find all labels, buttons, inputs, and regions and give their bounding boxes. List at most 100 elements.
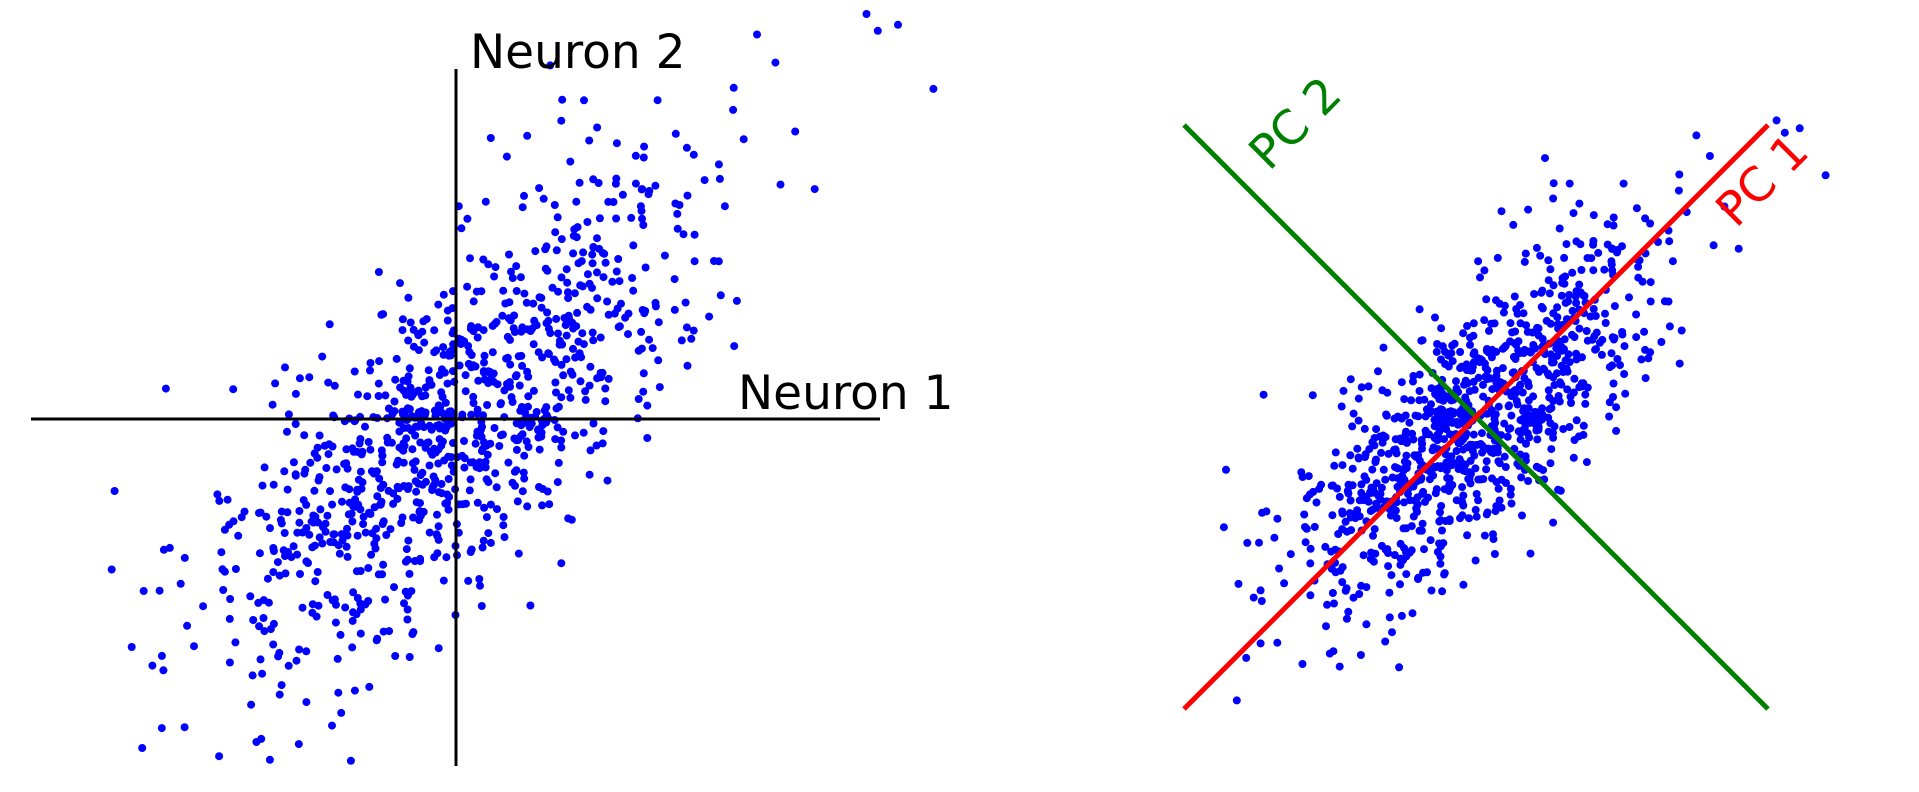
data-point	[578, 329, 587, 338]
data-point	[1493, 444, 1502, 453]
data-point	[1675, 359, 1684, 368]
data-point	[546, 61, 555, 70]
data-point	[588, 328, 597, 337]
data-point	[1379, 465, 1388, 474]
data-point	[139, 587, 148, 595]
data-point	[1524, 477, 1533, 485]
data-point	[434, 459, 443, 468]
data-point	[461, 371, 470, 380]
data-point	[638, 214, 646, 223]
data-point	[1480, 531, 1489, 540]
data-point	[1482, 295, 1491, 304]
data-point	[486, 500, 495, 509]
data-point	[612, 267, 621, 276]
data-point	[1494, 484, 1503, 493]
data-point	[1429, 471, 1438, 480]
data-point	[514, 352, 523, 361]
data-point	[293, 550, 302, 559]
data-point	[544, 349, 553, 358]
data-point	[1532, 243, 1541, 252]
data-point	[1440, 435, 1449, 444]
data-point	[537, 303, 546, 312]
data-point	[1497, 503, 1506, 512]
data-point	[1273, 638, 1282, 647]
data-point	[480, 358, 488, 367]
data-point	[1323, 600, 1332, 609]
data-point	[1549, 179, 1558, 188]
data-point	[365, 682, 374, 691]
data-point	[370, 503, 379, 512]
data-point	[384, 486, 393, 495]
data-point	[1607, 257, 1616, 266]
data-point	[399, 424, 408, 432]
data-point	[341, 603, 350, 612]
data-point	[1457, 362, 1466, 371]
data-point	[295, 507, 304, 515]
data-point	[1359, 551, 1368, 560]
data-point	[1674, 186, 1683, 195]
data-point	[466, 548, 475, 556]
data-point	[484, 367, 493, 376]
data-point	[259, 614, 268, 622]
data-point	[1563, 385, 1572, 394]
data-point	[229, 385, 238, 394]
data-point	[504, 458, 513, 467]
data-point	[1537, 406, 1545, 415]
data-point	[359, 520, 368, 528]
data-point	[443, 490, 452, 499]
data-point	[1612, 426, 1621, 435]
data-point	[484, 260, 493, 269]
data-point	[1437, 355, 1445, 364]
data-point	[420, 338, 429, 347]
data-point	[571, 431, 579, 440]
data-point	[324, 378, 333, 387]
data-point	[273, 558, 282, 567]
data-point	[1544, 413, 1553, 422]
data-point	[415, 508, 424, 517]
data-point	[601, 397, 610, 406]
data-point	[1641, 214, 1650, 223]
data-point	[349, 447, 358, 456]
data-point	[274, 652, 283, 661]
data-point	[1349, 409, 1358, 418]
data-point	[1577, 266, 1586, 274]
data-point	[1382, 411, 1391, 420]
data-point	[1570, 374, 1579, 383]
data-point	[1448, 341, 1457, 350]
data-point	[562, 355, 571, 364]
data-point	[323, 511, 332, 520]
data-point	[1470, 348, 1479, 357]
data-point	[1549, 373, 1558, 382]
data-point	[1448, 357, 1457, 366]
data-point	[364, 564, 373, 572]
data-point	[472, 460, 481, 469]
data-point	[295, 518, 304, 527]
data-point	[538, 501, 547, 510]
data-point	[463, 282, 472, 291]
data-point	[575, 178, 584, 187]
data-point	[1354, 394, 1363, 403]
data-point	[1402, 427, 1410, 436]
data-point	[410, 465, 419, 474]
data-point	[416, 499, 424, 508]
data-point	[710, 257, 718, 265]
data-point	[558, 95, 567, 104]
data-point	[1476, 273, 1484, 282]
data-point	[434, 522, 443, 531]
data-point	[557, 360, 566, 369]
data-point	[378, 458, 387, 467]
data-point	[639, 369, 648, 378]
data-point	[739, 135, 748, 144]
data-point	[1479, 392, 1488, 401]
data-point	[269, 544, 278, 552]
data-point	[1452, 496, 1461, 505]
data-point	[1610, 302, 1619, 311]
data-point	[1492, 371, 1501, 380]
data-point	[729, 83, 738, 92]
data-point	[1485, 326, 1493, 335]
data-point	[1327, 481, 1336, 490]
data-point	[289, 542, 298, 551]
data-point	[1407, 396, 1416, 405]
data-point	[557, 116, 566, 125]
data-point	[1537, 288, 1546, 297]
